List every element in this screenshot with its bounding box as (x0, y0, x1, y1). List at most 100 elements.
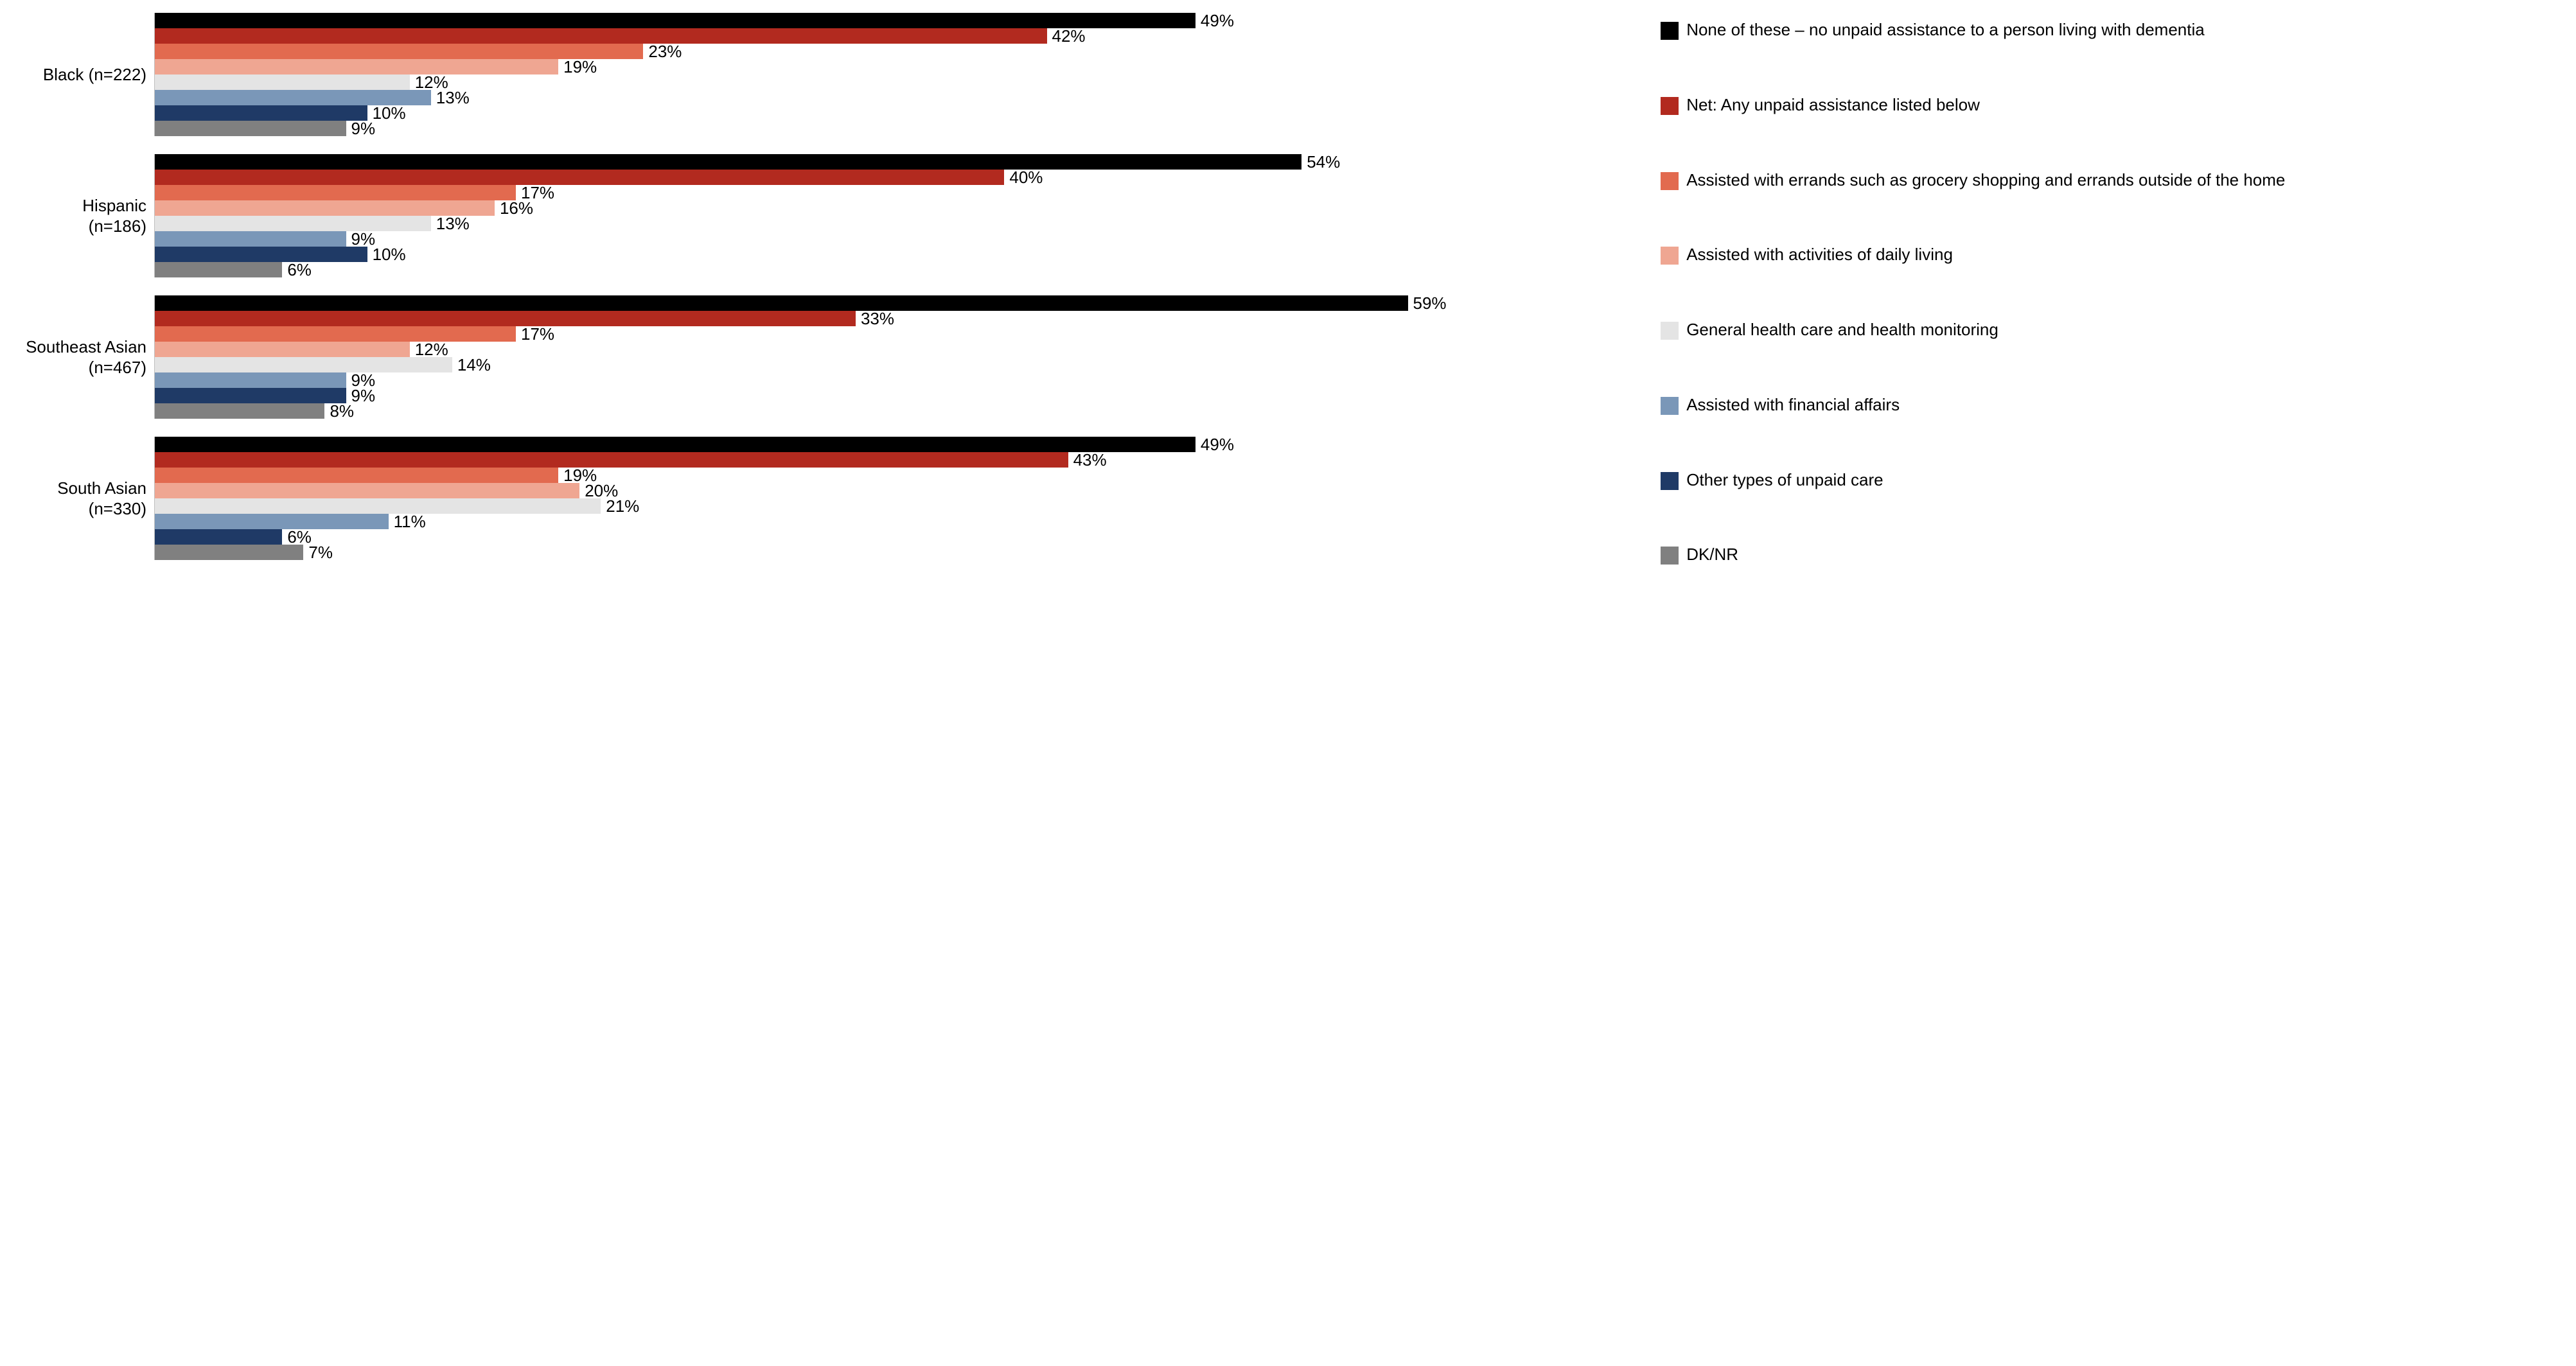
bar-row: 23% (155, 44, 1641, 59)
bar (155, 231, 346, 247)
bar (155, 216, 431, 231)
chart-group: Black (n=222) 49% 42% 23% 19%12%13% 10%9% (26, 13, 1641, 136)
bar-value-label: 43% (1073, 450, 1107, 470)
bar-row: 54% (155, 154, 1641, 170)
bar-row: 20% (155, 483, 1641, 498)
chart-legend: None of these – no unpaid assistance to … (1641, 13, 2550, 578)
legend-label: Net: Any unpaid assistance listed below (1686, 94, 1980, 116)
bar-value-label: 21% (606, 496, 639, 516)
bar (155, 437, 1195, 452)
legend-swatch (1661, 397, 1679, 415)
legend-label: General health care and health monitorin… (1686, 319, 1998, 340)
bar-value-label: 6% (287, 527, 312, 547)
bar-row: 10% (155, 105, 1641, 121)
legend-item: None of these – no unpaid assistance to … (1661, 19, 2550, 40)
legend-label: Assisted with errands such as grocery sh… (1686, 170, 2285, 191)
bar-row: 19% (155, 59, 1641, 74)
bar (155, 452, 1068, 468)
bar (155, 468, 558, 483)
bar-row: 14% (155, 357, 1641, 372)
bar-value-label: 42% (1052, 26, 1086, 46)
bar (155, 154, 1301, 170)
bars-column: 54%40%17%16%13% 9%10%6% (154, 154, 1641, 277)
legend-swatch (1661, 172, 1679, 190)
bar (155, 105, 367, 121)
legend-swatch (1661, 547, 1679, 565)
legend-item: Net: Any unpaid assistance listed below (1661, 94, 2550, 116)
bar-row: 9% (155, 372, 1641, 388)
bar-value-label: 9% (351, 229, 376, 249)
bar-value-label: 49% (1201, 11, 1234, 31)
bar-row: 17% (155, 185, 1641, 200)
bar-value-label: 12% (415, 340, 448, 360)
bar-value-label: 23% (648, 42, 682, 62)
bar-row: 49% (155, 437, 1641, 452)
legend-item: General health care and health monitorin… (1661, 319, 2550, 340)
legend-item: Assisted with financial affairs (1661, 394, 2550, 416)
chart-plot-area: Black (n=222)49%42%23%19%12%13%10%9%Hisp… (26, 13, 1641, 578)
bar-row: 9% (155, 121, 1641, 136)
bar-value-label: 49% (1201, 435, 1234, 455)
bar-value-label: 40% (1009, 168, 1043, 188)
bar (155, 170, 1004, 185)
bar-row: 21% (155, 498, 1641, 514)
bar-row: 6% (155, 529, 1641, 545)
bar (155, 295, 1408, 311)
bar (155, 262, 282, 277)
group-label: Southeast Asian (n=467) (26, 337, 154, 378)
bars-column: 49% 42% 23% 19%12%13% 10%9% (154, 13, 1641, 136)
bar (155, 74, 410, 90)
bar-row: 6% (155, 262, 1641, 277)
group-label-line: (n=467) (89, 358, 146, 377)
bar-value-label: 19% (563, 57, 597, 77)
bar-value-label: 8% (330, 401, 354, 421)
bar (155, 28, 1047, 44)
bar (155, 545, 303, 560)
bar-row: 49% (155, 13, 1641, 28)
legend-swatch (1661, 322, 1679, 340)
bar-row: 40% (155, 170, 1641, 185)
group-label-line: South Asian (57, 478, 146, 498)
group-label: Black (n=222) (26, 64, 154, 85)
bar (155, 59, 558, 74)
bar-value-label: 14% (457, 355, 491, 375)
legend-item: Assisted with errands such as grocery sh… (1661, 170, 2550, 191)
bar (155, 342, 410, 357)
bar (155, 311, 856, 326)
legend-item: DK/NR (1661, 544, 2550, 565)
bar (155, 357, 452, 372)
chart-group: South Asian(n=330)49%43%19%20%21%11%6%7% (26, 437, 1641, 560)
bar-value-label: 13% (436, 88, 470, 108)
bar (155, 498, 601, 514)
group-label: Hispanic (n=186) (26, 195, 154, 237)
bar (155, 403, 324, 419)
bar-value-label: 9% (351, 386, 376, 406)
legend-item: Assisted with activities of daily living (1661, 244, 2550, 265)
bar-row: 33% (155, 311, 1641, 326)
group-label-line: Southeast Asian (26, 337, 146, 356)
bar-value-label: 17% (521, 324, 554, 344)
bar-value-label: 33% (861, 309, 894, 329)
legend-label: Assisted with financial affairs (1686, 394, 1900, 416)
legend-swatch (1661, 97, 1679, 115)
legend-swatch (1661, 22, 1679, 40)
group-label-line: (n=330) (89, 499, 146, 518)
bar-row: 10% (155, 247, 1641, 262)
bar-value-label: 59% (1413, 293, 1447, 313)
bar-value-label: 11% (394, 512, 426, 532)
bar-row: 12% (155, 74, 1641, 90)
bar-row: 17% (155, 326, 1641, 342)
legend-swatch (1661, 247, 1679, 265)
bar-row: 11% (155, 514, 1641, 529)
bar-row: 59% (155, 295, 1641, 311)
bar-row: 42% (155, 28, 1641, 44)
bar (155, 326, 516, 342)
bar (155, 121, 346, 136)
group-label: South Asian(n=330) (26, 478, 154, 520)
bar-value-label: 10% (373, 103, 406, 123)
bar-row: 43% (155, 452, 1641, 468)
bar-row: 16% (155, 200, 1641, 216)
bar-value-label: 13% (436, 214, 470, 234)
bar-value-label: 6% (287, 260, 312, 280)
bar (155, 514, 389, 529)
